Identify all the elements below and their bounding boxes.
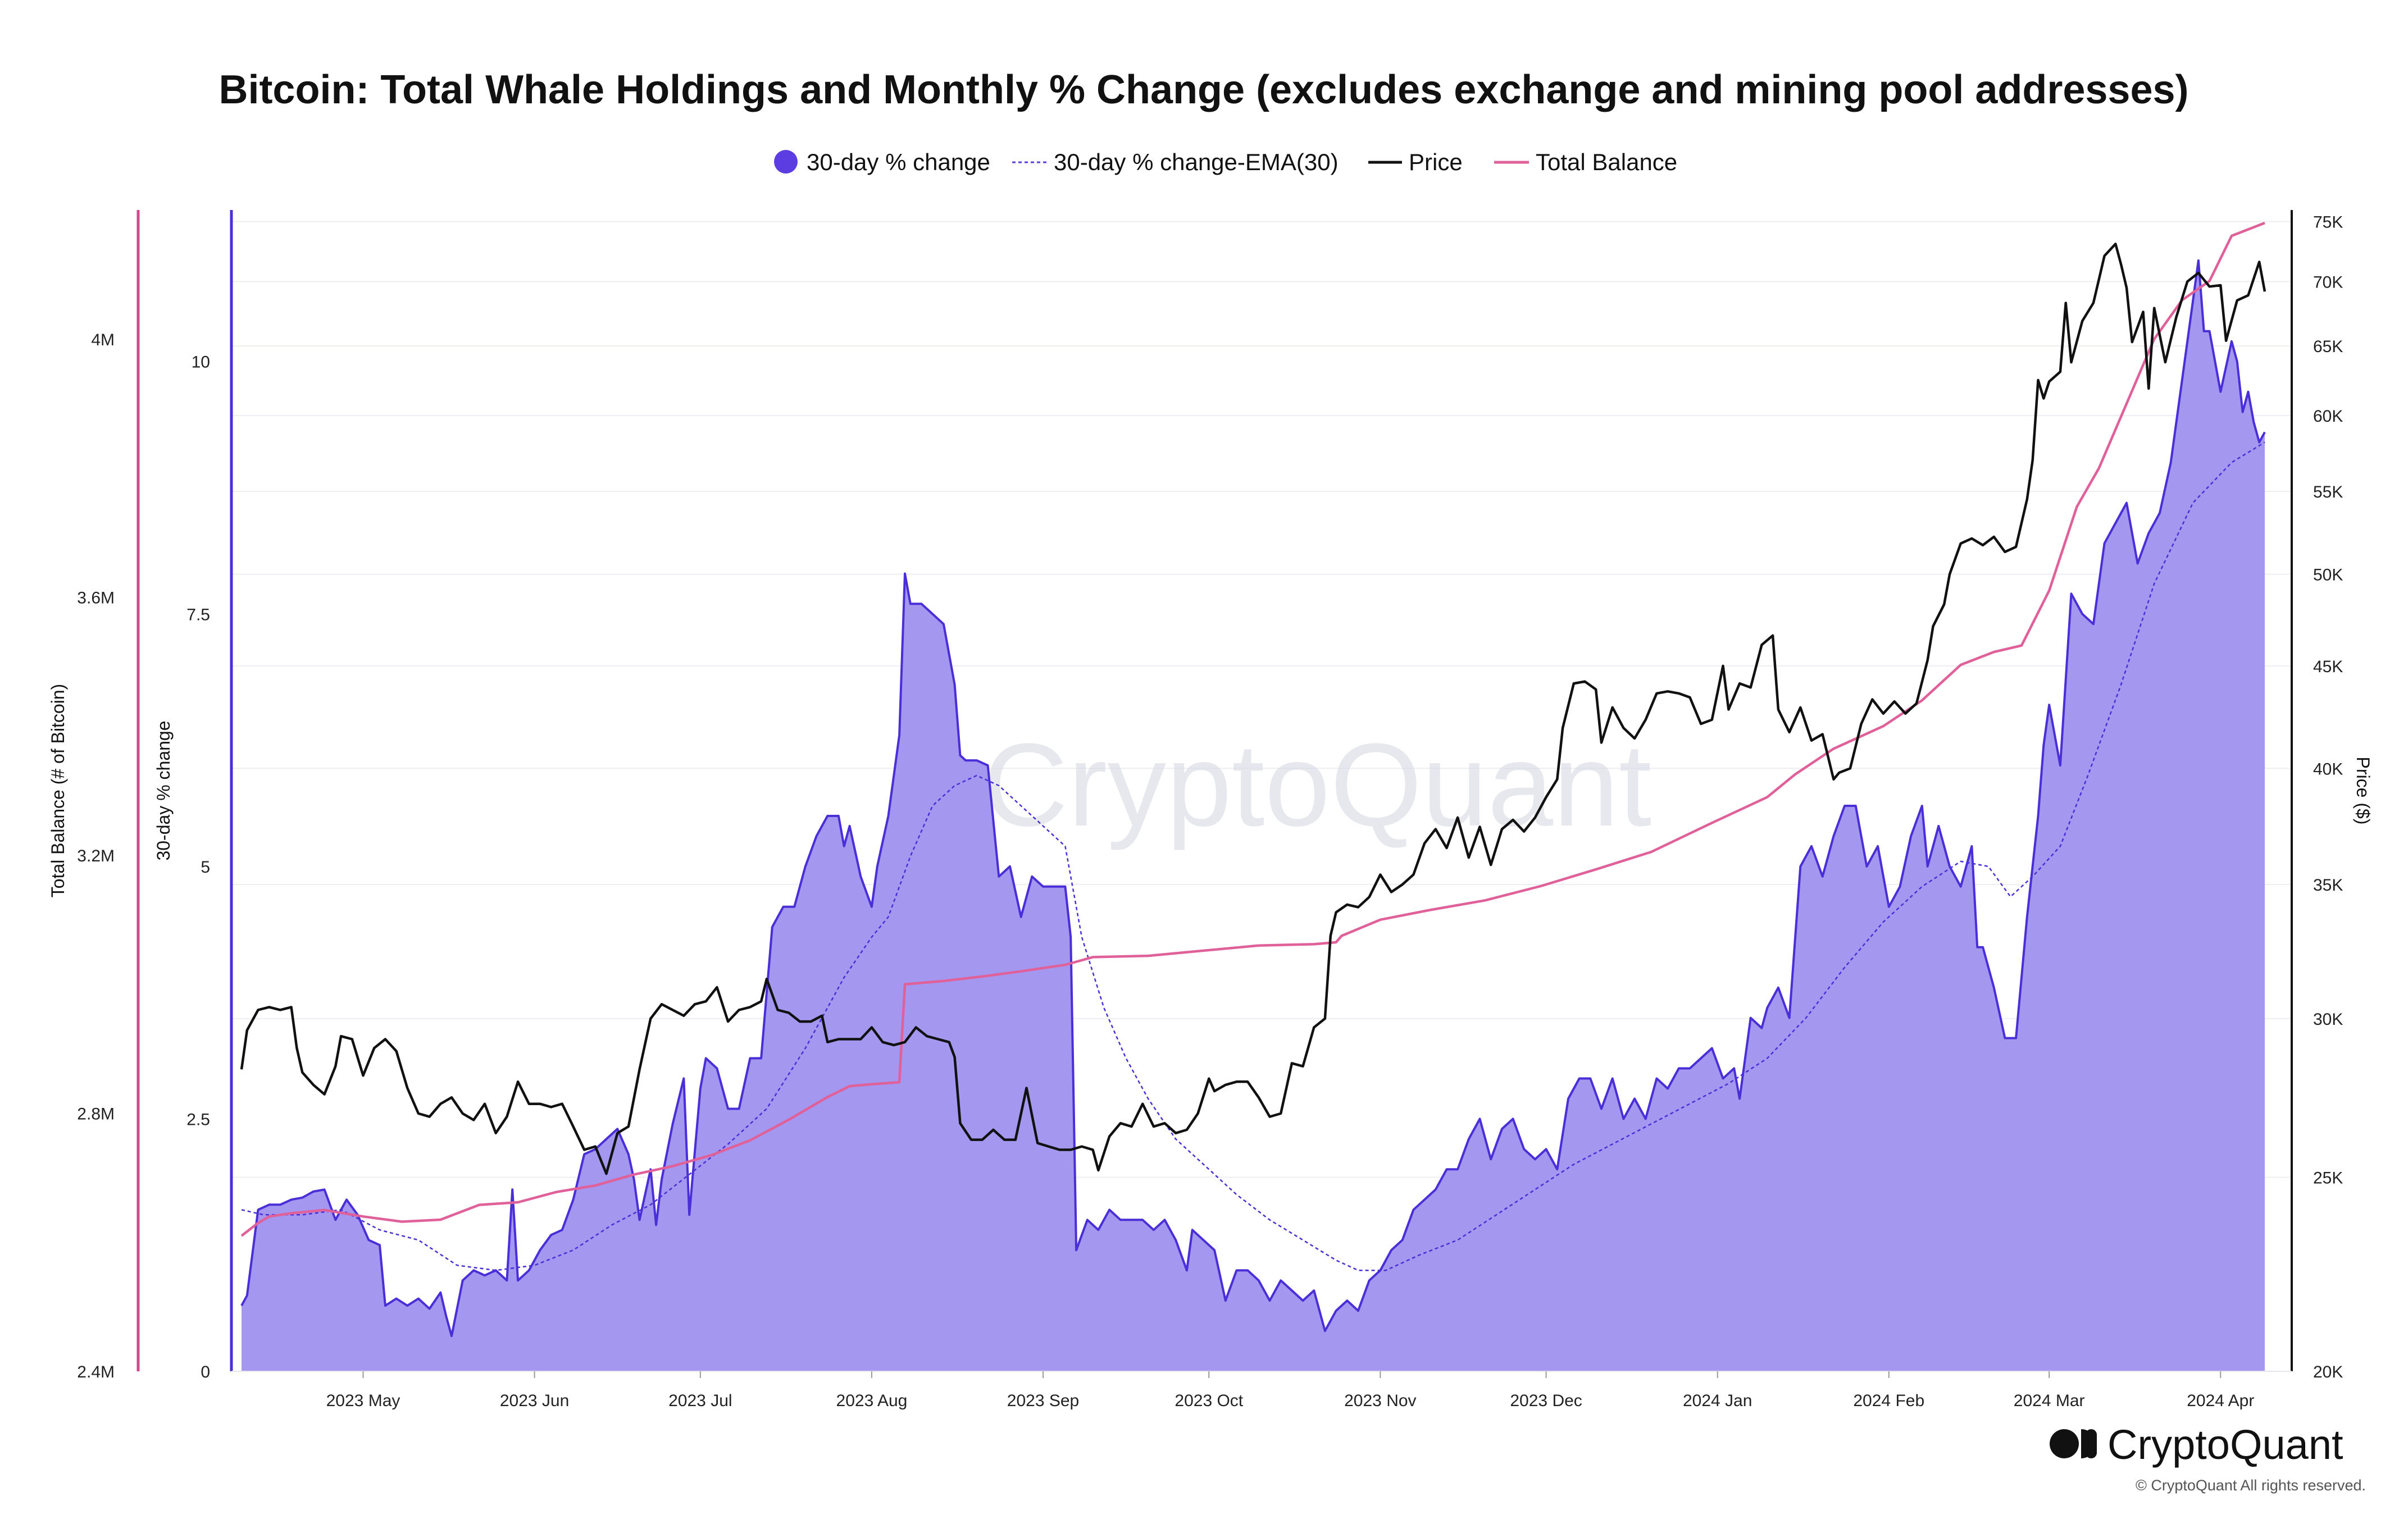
price-tick-label: 60K <box>2313 407 2343 426</box>
x-tick-label: 2023 Jun <box>500 1392 569 1410</box>
series-layer <box>240 221 2266 1371</box>
price-tick-label: 35K <box>2313 876 2343 895</box>
legend-label-price: Price <box>1409 149 1463 175</box>
copyright: © CryptoQuant All rights reserved. <box>2136 1477 2366 1494</box>
price-tick-label: 45K <box>2313 658 2343 676</box>
change-tick-label: 10 <box>192 353 210 372</box>
legend-label-balance: Total Balance <box>1536 149 1677 175</box>
series-area-change <box>242 260 2265 1371</box>
legend-item-balance[interactable]: Total Balance <box>1494 149 1677 175</box>
x-tick-label: 2023 Nov <box>1344 1392 1416 1410</box>
axis-ticks: 2.4M 2.8M 3.2M 3.6M 4M 0 2.5 5 7.5 10 20K 25K 30K 35K… <box>77 213 2343 1410</box>
legend: 30-day % change 30-day % change-EMA(30) … <box>774 149 1677 175</box>
legend-item-ema[interactable]: 30-day % change-EMA(30) <box>1012 149 1339 175</box>
x-tick-label: 2023 Sep <box>1007 1392 1079 1410</box>
balance-tick-label: 3.6M <box>77 589 115 607</box>
x-tick-label: 2023 May <box>326 1392 400 1410</box>
price-tick-label: 70K <box>2313 273 2343 291</box>
legend-item-price[interactable]: Price <box>1368 149 1463 175</box>
change-tick-label: 5 <box>201 858 210 877</box>
price-tick-label: 50K <box>2313 566 2343 585</box>
x-tick-label: 2024 Mar <box>2014 1392 2085 1410</box>
legend-label-change: 30-day % change <box>807 149 990 175</box>
chart-title: Bitcoin: Total Whale Holdings and Monthl… <box>219 67 2188 112</box>
brand-name: CryptoQuant <box>2107 1421 2343 1468</box>
x-tick-label: 2023 Aug <box>836 1392 908 1410</box>
x-tick-label: 2024 Jan <box>1683 1392 1752 1410</box>
x-tick-label: 2024 Apr <box>2187 1392 2254 1410</box>
balance-axis-title: Total Balance (# of Bitcoin) <box>48 684 68 898</box>
cryptoquant-logo-icon <box>2050 1429 2097 1458</box>
balance-tick-label: 4M <box>91 331 115 349</box>
change-tick-label: 0 <box>201 1363 210 1381</box>
price-tick-label: 40K <box>2313 760 2343 778</box>
price-tick-label: 75K <box>2313 213 2343 232</box>
watermark: CryptoQuant <box>983 719 1652 851</box>
series-line-price <box>240 243 2266 1175</box>
x-tick-label: 2023 Jul <box>668 1392 732 1410</box>
series-line-ema <box>241 441 2265 1271</box>
price-tick-label: 65K <box>2313 337 2343 356</box>
legend-swatch-change <box>774 150 798 174</box>
x-tick-label: 2023 Oct <box>1175 1392 1243 1410</box>
price-tick-label: 25K <box>2313 1169 2343 1187</box>
x-tick-label: 2023 Dec <box>1510 1392 1582 1410</box>
balance-tick-label: 2.4M <box>77 1363 115 1381</box>
price-tick-label: 55K <box>2313 483 2343 501</box>
change-tick-label: 2.5 <box>186 1110 210 1129</box>
balance-tick-label: 2.8M <box>77 1105 115 1123</box>
series-line-change <box>240 259 2266 1338</box>
price-tick-label: 30K <box>2313 1010 2343 1029</box>
price-axis-title: Price ($) <box>2353 757 2373 825</box>
balance-tick-label: 3.2M <box>77 847 115 865</box>
brand-logo: CryptoQuant © CryptoQuant All rights res… <box>2050 1421 2366 1494</box>
change-tick-label: 7.5 <box>186 605 210 624</box>
legend-item-change[interactable]: 30-day % change <box>774 149 990 175</box>
change-axis-title: 30-day % change <box>153 720 174 860</box>
legend-label-ema: 30-day % change-EMA(30) <box>1054 149 1339 175</box>
series-line-balance <box>240 221 2265 1237</box>
price-tick-label: 20K <box>2313 1363 2343 1381</box>
x-tick-label: 2024 Feb <box>1853 1392 1924 1410</box>
